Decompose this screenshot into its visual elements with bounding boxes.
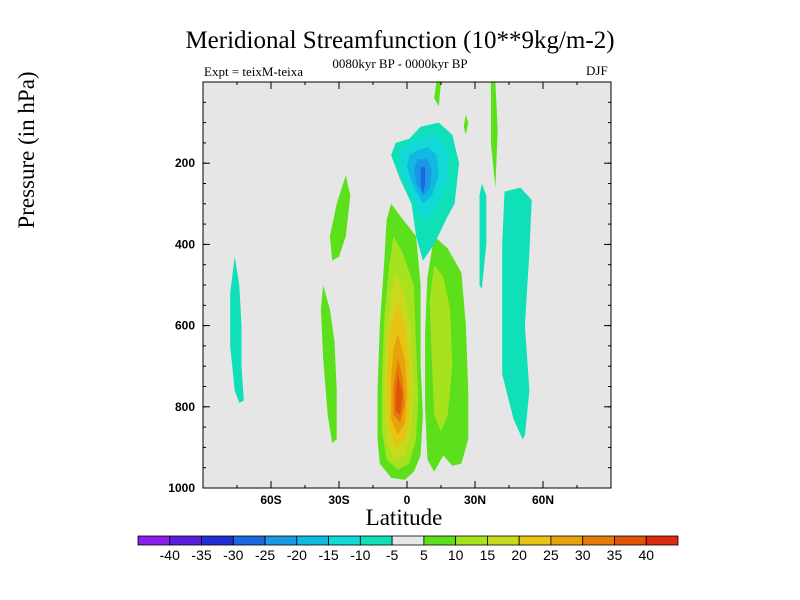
- x-tick-label: 30N: [464, 493, 486, 507]
- x-axis-label: Latitude: [365, 505, 443, 530]
- colorbar-swatch: [264, 535, 298, 546]
- contour-hadley-35: [395, 374, 403, 415]
- x-tick-label: 0: [404, 493, 411, 507]
- colorbar-swatch: [359, 535, 393, 546]
- axes: 60S 30S 0 30N 60N 200 400 600 800 1000: [168, 81, 612, 507]
- colorbar-swatch: [487, 535, 520, 546]
- colorbar-label: 5: [420, 547, 428, 563]
- x-tick-label: 30S: [328, 493, 349, 507]
- colorbar-swatch: [518, 535, 552, 546]
- contour-wisp-small: [463, 114, 469, 135]
- colorbar-swatch: [423, 535, 457, 546]
- colorbar-swatch: [582, 535, 615, 546]
- plot-area: [203, 82, 611, 488]
- colorbar-label: 35: [607, 547, 623, 563]
- chart-subtitle: 0080kyr BP - 0000kyr BP: [332, 56, 468, 71]
- colorbar-label: 10: [448, 547, 464, 563]
- contour-neg-band-north-wide: [502, 187, 532, 440]
- colorbar-swatch: [550, 535, 584, 546]
- contour-pos-band-south-upper: [329, 175, 351, 261]
- contour-pos-band-south-lower: [320, 285, 337, 444]
- y-tick-label: 200: [175, 156, 195, 170]
- colorbar-label: -15: [318, 547, 338, 563]
- colorbar-label: -30: [223, 547, 243, 563]
- y-tick-label: 600: [175, 319, 195, 333]
- colorbar: -40 -35 -30 -25 -20 -15 -10 -5 5 10 15 20 25 30 35 40: [137, 535, 679, 563]
- chart-title: Meridional Streamfunction (10**9kg/m-2): [185, 27, 615, 54]
- colorbar-swatch: [614, 535, 647, 546]
- y-tick-label: 800: [175, 400, 195, 414]
- colorbar-label: 20: [511, 547, 527, 563]
- colorbar-swatch: [645, 535, 679, 546]
- colorbar-swatch: [201, 535, 234, 546]
- colorbar-swatch: [391, 535, 425, 546]
- y-tick-label: 1000: [168, 481, 195, 495]
- x-tick-label: 60S: [260, 493, 281, 507]
- colorbar-label: -10: [350, 547, 370, 563]
- contour-neg-upper-25: [420, 167, 426, 194]
- x-tick-label: 60N: [532, 493, 554, 507]
- colorbar-swatch: [169, 535, 202, 546]
- contour-wisp-top: [434, 82, 441, 107]
- y-tick-label: 400: [175, 237, 195, 251]
- colorbar-swatch: [328, 535, 361, 546]
- experiment-label: Expt = teixM-teixa: [204, 64, 304, 79]
- season-label: DJF: [586, 63, 608, 78]
- contour-wisp-north: [490, 82, 498, 188]
- colorbar-label: 30: [575, 547, 591, 563]
- colorbar-label: -5: [386, 547, 399, 563]
- colorbar-label: -20: [287, 547, 307, 563]
- colorbar-label: 40: [638, 547, 654, 563]
- colorbar-swatch: [232, 535, 266, 546]
- colorbar-label: 25: [543, 547, 559, 563]
- colorbar-label: -35: [191, 547, 211, 563]
- contour-neg-band-south: [230, 256, 244, 403]
- colorbar-label: 15: [480, 547, 496, 563]
- contour-north-pos-10: [429, 264, 453, 432]
- colorbar-swatch: [296, 535, 329, 546]
- colorbar-swatch: [137, 535, 171, 546]
- contour-neg-band-north-narrow: [479, 183, 487, 290]
- colorbar-label: -25: [255, 547, 275, 563]
- colorbar-label: -40: [160, 547, 180, 563]
- colorbar-swatch: [455, 535, 488, 546]
